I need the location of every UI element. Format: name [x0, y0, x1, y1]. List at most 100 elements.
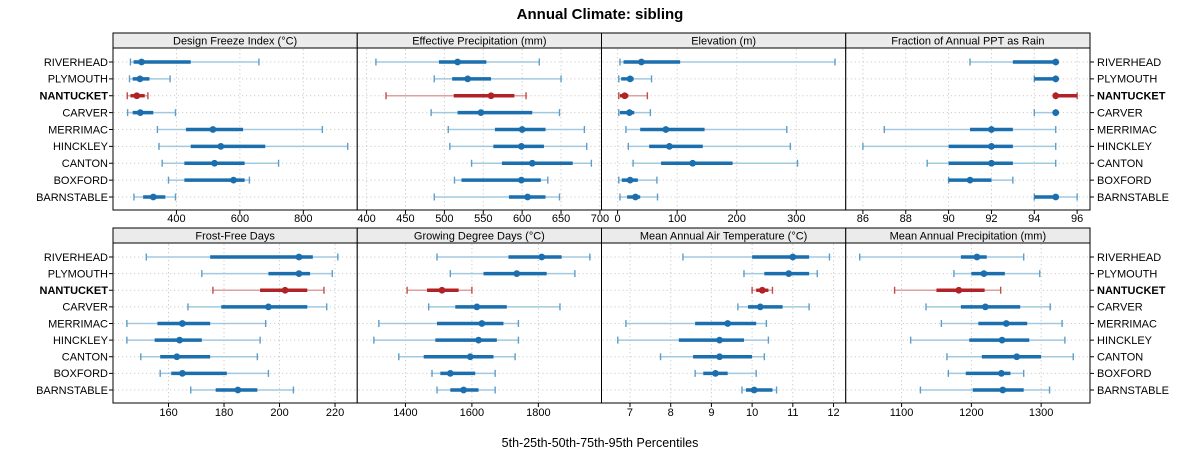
median-dot	[750, 386, 758, 394]
median-dot	[487, 92, 495, 100]
series-riverhead	[129, 58, 260, 66]
median-dot	[178, 369, 186, 377]
series-nantucket	[893, 286, 1002, 294]
row-label-right-canton: CANTON	[1097, 158, 1143, 170]
median-dot	[988, 142, 995, 150]
panel-title: Design Freeze Index (°C)	[173, 36, 297, 48]
panel-title: Frost-Free Days	[195, 231, 275, 243]
panel-design-freeze-index-c: 400 600 800 Design Freeze Index (°C)	[112, 32, 358, 225]
panel-title: Growing Degree Days (°C)	[414, 231, 545, 243]
panel-mean-annual-precipitation-mm: 1100 1200 1300 Mean Annual Precipitation (m…	[845, 227, 1091, 419]
row-label-left-nantucket: NANTUCKET	[40, 91, 109, 103]
median-dot	[1052, 75, 1060, 83]
median-dot	[295, 270, 303, 278]
x-tick-label: 90	[942, 213, 954, 225]
x-tick-label: 9	[708, 407, 714, 419]
median-dot	[973, 253, 981, 261]
median-dot	[638, 58, 645, 66]
median-dot	[230, 176, 237, 184]
panel-title: Mean Annual Precipitation (mm)	[890, 231, 1047, 243]
series-nantucket	[126, 92, 149, 100]
row-label-right-riverhead: RIVERHEAD	[1097, 57, 1161, 69]
median-dot	[1052, 193, 1060, 201]
series-merrimac	[940, 320, 1063, 327]
series-carver	[427, 303, 561, 311]
series-plymouth	[618, 75, 653, 83]
series-nantucket	[618, 92, 649, 100]
x-tick-label: 100	[668, 213, 686, 225]
series-barnstable	[741, 386, 778, 394]
series-barnstable	[190, 386, 295, 394]
median-dot	[988, 126, 995, 133]
row-label-left-barnstable: BARNSTABLE	[36, 385, 108, 397]
series-barnstable	[433, 193, 561, 201]
median-dot	[446, 369, 454, 377]
series-merrimac	[883, 126, 1057, 133]
row-label-left-carver: CARVER	[62, 107, 108, 119]
series-canton	[470, 159, 593, 167]
panel-fraction-of-annual-ppt-as-rain: 86 88 90 92 94 96 Fraction of Annual PPT as Ra…	[845, 32, 1091, 225]
median-dot	[966, 176, 974, 184]
row-label-right-carver: CARVER	[1097, 302, 1143, 314]
x-tick-label: 450	[396, 213, 414, 225]
x-tick-label: 96	[1071, 213, 1083, 225]
x-tick-label: 88	[900, 213, 912, 225]
median-dot	[955, 286, 963, 294]
series-plymouth	[1033, 75, 1060, 83]
median-dot	[176, 336, 184, 344]
series-boxford	[167, 176, 251, 184]
row-label-left-barnstable: BARNSTABLE	[36, 192, 108, 204]
row-label-right-hinckley: HINCKLEY	[1097, 335, 1153, 347]
x-tick-label: 550	[474, 213, 492, 225]
median-dot	[454, 58, 461, 66]
median-dot	[138, 58, 145, 66]
median-dot	[632, 193, 639, 201]
chart-title: Annual Climate: sibling	[516, 6, 684, 23]
x-tick-label: 1600	[460, 407, 484, 419]
median-dot	[538, 253, 546, 261]
series-carver	[430, 109, 561, 117]
series-merrimac	[126, 320, 267, 327]
x-tick-label: 220	[326, 407, 344, 419]
median-dot	[712, 369, 719, 377]
median-dot	[178, 320, 186, 327]
median-dot	[475, 336, 482, 344]
x-tick-label: 650	[552, 213, 570, 225]
x-tick-label: 12	[827, 407, 839, 419]
series-hinckley	[373, 336, 520, 344]
series-merrimac	[156, 126, 324, 133]
median-dot	[466, 353, 474, 361]
median-dot	[234, 386, 242, 394]
row-label-right-barnstable: BARNSTABLE	[1097, 385, 1169, 397]
row-label-left-boxford: BOXFORD	[54, 175, 108, 187]
series-hinckley	[449, 142, 588, 150]
median-dot	[626, 176, 634, 184]
median-dot	[998, 336, 1006, 344]
series-boxford	[453, 176, 549, 184]
row-label-left-canton: CANTON	[62, 352, 108, 364]
x-tick-label: 1400	[393, 407, 417, 419]
series-carver	[126, 109, 177, 117]
series-plymouth	[743, 270, 818, 278]
x-tick-label: 600	[513, 213, 531, 225]
series-boxford	[947, 176, 1014, 184]
series-merrimac	[378, 320, 520, 327]
series-canton	[632, 159, 799, 167]
series-boxford	[159, 369, 270, 377]
x-tick-label: 600	[231, 213, 249, 225]
row-label-left-merrimac: MERRIMAC	[48, 124, 108, 136]
row-label-left-boxford: BOXFORD	[54, 368, 108, 380]
median-dot	[518, 126, 526, 133]
median-dot	[666, 142, 673, 150]
series-merrimac	[625, 320, 768, 327]
x-tick-label: 1200	[959, 407, 983, 419]
median-dot	[1052, 58, 1060, 66]
median-dot	[980, 270, 988, 278]
series-barnstable	[619, 193, 659, 201]
series-hinckley	[909, 336, 1066, 344]
row-labels-top: RIVERHEAD RIVERHEAD PLYMOUTH PLYMOUTH NANTUC…	[36, 57, 1169, 204]
series-carver	[618, 109, 652, 117]
median-dot	[1013, 353, 1021, 361]
x-tick-label: 400	[357, 213, 375, 225]
x-tick-label: 7	[627, 407, 633, 419]
